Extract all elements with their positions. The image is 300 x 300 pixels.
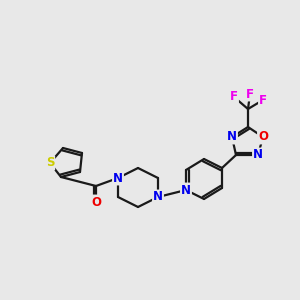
Text: N: N [153,190,163,203]
Text: N: N [113,172,123,184]
Text: O: O [91,196,101,208]
Text: F: F [259,94,267,106]
Text: F: F [230,91,238,103]
Text: N: N [253,148,263,161]
Text: N: N [227,130,237,143]
Text: N: N [181,184,191,196]
Text: F: F [246,88,254,100]
Text: O: O [258,130,268,143]
Text: S: S [46,157,54,169]
